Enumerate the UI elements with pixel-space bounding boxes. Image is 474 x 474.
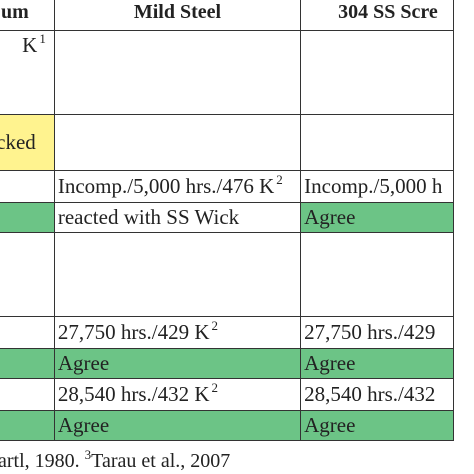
table-row: tacked	[0, 114, 454, 171]
table-footnote: artl, 1980. 3Tarau et al., 2007	[0, 447, 231, 472]
header-304ss-screen: 304 SS Scre	[300, 0, 454, 31]
cell-r0-c1	[53, 30, 302, 115]
cell-r6-c2: Agree	[300, 348, 454, 379]
table-row: reacted with SS Wick Agree	[0, 202, 454, 233]
cell-r2-c2: Incomp./5,000 h	[300, 170, 454, 203]
compatibility-table: um Mild Steel 304 SS Scre K1 tacked Inco…	[0, 0, 454, 441]
header-row: um Mild Steel 304 SS Scre	[0, 0, 454, 31]
footnote-marker: 2	[211, 380, 219, 395]
cell-r3-c2: Agree	[300, 202, 454, 233]
footnote-marker: 2	[276, 172, 283, 187]
cell-r5-c2: 27,750 hrs./429	[300, 316, 454, 349]
cell-r8-c2: Agree	[300, 410, 454, 441]
cell-r8-c1: Agree	[53, 410, 302, 441]
cell-r1-c1	[53, 114, 302, 171]
header-mild-steel: Mild Steel	[53, 0, 302, 31]
table-row: Agree Agree	[0, 348, 454, 379]
cell-r7-c0	[0, 378, 55, 411]
footnote-number: 3	[84, 447, 92, 462]
cell-r4-c1	[53, 232, 302, 317]
cell-r6-c0	[0, 348, 55, 379]
cell-r3-c0	[0, 202, 55, 233]
footnote-marker: 1	[39, 31, 46, 46]
table-row	[0, 232, 454, 317]
cell-attacked: tacked	[0, 114, 55, 171]
cell-r3-c1: reacted with SS Wick	[53, 202, 302, 233]
cell-r6-c1: Agree	[53, 348, 302, 379]
cell-r5-c0	[0, 316, 55, 349]
cell-r2-c0	[0, 170, 55, 203]
cell-r0-c2	[300, 30, 454, 115]
header-col-0: um	[0, 0, 55, 31]
cell-r8-c0	[0, 410, 55, 441]
cell-r7-c2: 28,540 hrs./432	[300, 378, 454, 411]
cell-r4-c2	[300, 232, 454, 317]
cell-r4-c0	[0, 232, 55, 317]
table-row: Agree Agree	[0, 410, 454, 441]
cell-r1-c2	[300, 114, 454, 171]
footnote-marker: 2	[211, 318, 219, 333]
